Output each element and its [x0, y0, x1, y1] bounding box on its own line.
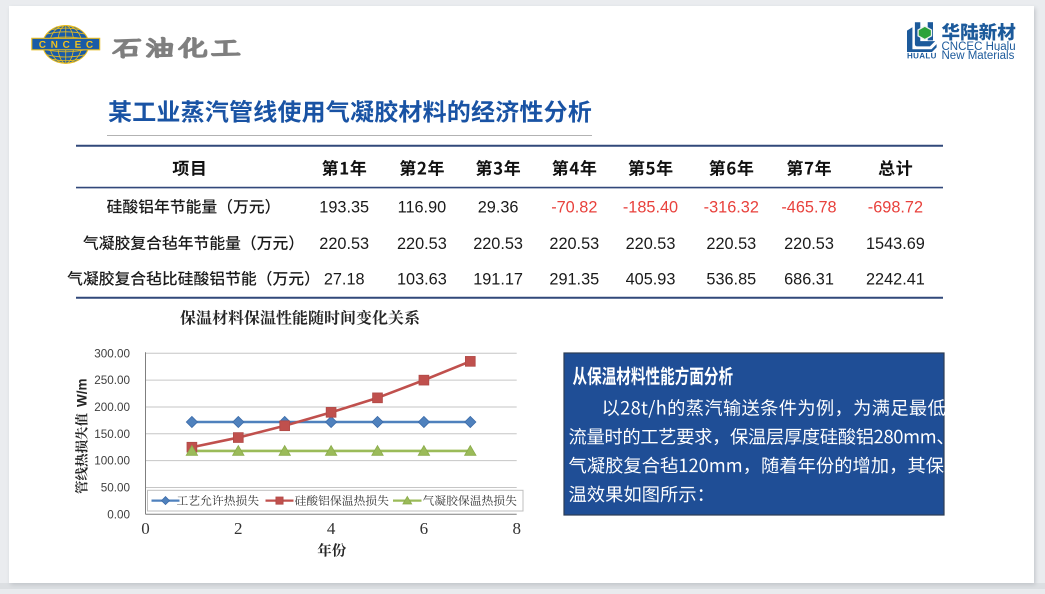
svg-text:0: 0: [141, 519, 150, 538]
svg-text:CNCEC Hualu: CNCEC Hualu: [942, 41, 1016, 53]
svg-text:220.53: 220.53: [319, 235, 369, 253]
svg-text:29.36: 29.36: [478, 198, 519, 216]
svg-text:8: 8: [512, 519, 521, 538]
svg-text:191.17: 191.17: [473, 270, 523, 288]
svg-text:291.35: 291.35: [549, 270, 599, 288]
svg-text:-185.40: -185.40: [623, 198, 678, 216]
svg-text:4: 4: [327, 519, 336, 538]
svg-text:150.00: 150.00: [94, 428, 130, 441]
svg-text:-70.82: -70.82: [551, 198, 597, 216]
svg-text:686.31: 686.31: [784, 270, 834, 288]
svg-text:W/m: W/m: [75, 379, 90, 408]
svg-text:193.35: 193.35: [319, 198, 369, 216]
svg-text:220.53: 220.53: [549, 235, 599, 253]
svg-text:250.00: 250.00: [94, 374, 130, 387]
svg-text:-698.72: -698.72: [868, 198, 923, 216]
svg-text:-465.78: -465.78: [781, 198, 836, 216]
svg-text:6: 6: [420, 519, 429, 538]
svg-text:1543.69: 1543.69: [866, 235, 925, 253]
svg-text:220.53: 220.53: [473, 235, 523, 253]
svg-text:300.00: 300.00: [94, 347, 130, 360]
svg-text:2242.41: 2242.41: [866, 270, 925, 288]
svg-text:-316.32: -316.32: [704, 198, 759, 216]
svg-text:103.63: 103.63: [397, 270, 447, 288]
svg-text:0.00: 0.00: [107, 508, 130, 521]
svg-text:2: 2: [234, 519, 243, 538]
svg-text:536.85: 536.85: [706, 270, 756, 288]
svg-text:200.00: 200.00: [94, 401, 130, 414]
svg-text:100.00: 100.00: [94, 455, 130, 468]
svg-text:50.00: 50.00: [101, 482, 131, 495]
svg-text:220.53: 220.53: [784, 235, 834, 253]
svg-text:220.53: 220.53: [706, 235, 756, 253]
svg-text:116.90: 116.90: [398, 198, 447, 216]
svg-text:New Materials: New Materials: [942, 50, 1015, 62]
svg-text:405.93: 405.93: [626, 270, 676, 288]
svg-text:220.53: 220.53: [397, 235, 447, 253]
svg-text:27.18: 27.18: [324, 270, 365, 288]
svg-text:220.53: 220.53: [626, 235, 676, 253]
